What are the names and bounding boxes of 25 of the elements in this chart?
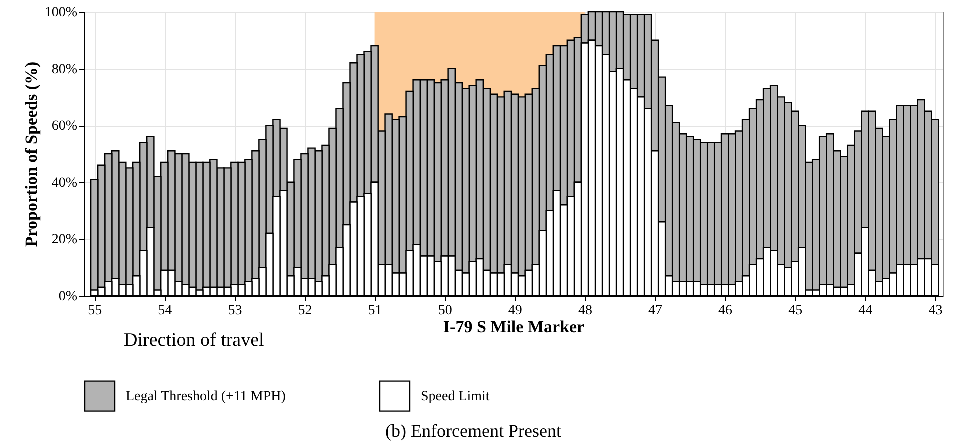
y-axis-title: Proportion of Speeds (%) [22,62,41,248]
y-tick-label: 60% [52,119,78,134]
x-tick-label: 43 [928,304,943,318]
x-tick-label: 49 [508,304,522,318]
x-tick-label: 51 [368,304,382,318]
x-tick-label: 53 [228,304,242,318]
y-tick-label: 0% [58,290,78,304]
legend-label: Legal Threshold (+11 MPH) [126,389,286,404]
x-tick-label: 48 [578,304,592,318]
y-tick-label: 40% [52,176,78,191]
legend-label: Speed Limit [421,389,490,404]
x-tick-label: 54 [158,304,172,318]
x-axis-title: I-79 S Mile Marker [443,318,586,336]
x-tick-label: 45 [788,304,803,318]
x-tick-label: 47 [648,304,662,318]
x-tick-label: 46 [718,304,733,318]
y-tick-label: 20% [52,232,78,248]
text: Direction of travel [124,330,264,351]
x-tick-label: 50 [438,304,452,318]
x-tick-label: 55 [88,304,102,318]
text: (b) Enforcement Present [386,421,562,441]
y-tick-label: 100% [44,6,78,20]
y-tick-label: 80% [52,62,78,78]
x-tick-label: 52 [298,304,312,318]
x-tick-label: 44 [858,304,873,318]
